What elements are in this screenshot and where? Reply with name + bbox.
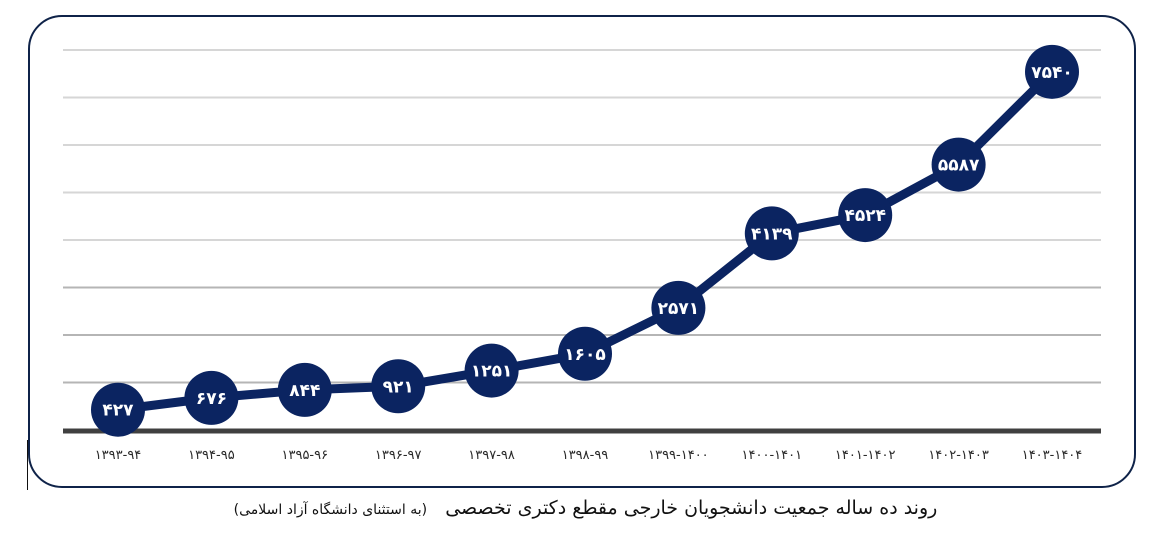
- data-point: ۶۷۶: [184, 370, 239, 425]
- x-axis-tick-label: ۱۳۹۷-۹۸: [468, 448, 515, 463]
- data-value-label: ۶۷۶: [196, 389, 227, 409]
- data-point: ۴۲۷: [91, 382, 145, 437]
- data-value-label: ۲۵۷۱: [658, 299, 700, 319]
- data-value-label: ۴۲۷: [102, 401, 134, 421]
- data-point: ۸۴۴: [277, 362, 332, 417]
- data-value-label: ۷۵۴۰: [1031, 63, 1073, 83]
- x-axis-tick-label: ۱۳۹۸-۹۹: [562, 448, 609, 463]
- data-point: ۵۵۸۷: [931, 137, 986, 192]
- data-value-label: ۱۶۰۵: [564, 345, 606, 365]
- data-value-label: ۸۴۴: [289, 381, 320, 401]
- data-marker: [744, 206, 799, 261]
- data-marker: [371, 359, 426, 414]
- x-axis-tick-label: ۱۴۰۳-۱۴۰۴: [1022, 448, 1083, 463]
- data-marker: [1025, 44, 1079, 99]
- data-point: ۱۶۰۵: [558, 326, 612, 381]
- data-value-label: ۴۵۲۴: [844, 206, 886, 226]
- data-point: ۴۵۲۴: [838, 188, 893, 243]
- data-value-label: ۱۲۵۱: [471, 362, 513, 382]
- x-axis-tick-label: ۱۳۹۶-۹۷: [375, 448, 422, 463]
- x-axis-tick-label: ۱۳۹۹-۱۴۰۰: [648, 448, 709, 463]
- x-axis-tick-label: ۱۴۰۰-۱۴۰۱: [742, 448, 803, 463]
- x-axis-tick-label: ۱۳۹۳-۹۴: [95, 448, 142, 463]
- x-axis-tick-label: ۱۴۰۲-۱۴۰۳: [928, 448, 989, 463]
- data-point: ۴۱۳۹: [744, 206, 799, 261]
- caption-title: روند ده ساله جمعیت دانشجویان خارجی مقطع …: [445, 497, 938, 519]
- data-value-label: ۹۲۱: [383, 377, 414, 397]
- data-marker: [931, 137, 986, 192]
- data-value-label: ۵۵۸۷: [938, 156, 980, 176]
- x-axis-labels: ۱۳۹۳-۹۴ ۱۳۹۴-۹۵ ۱۳۹۵-۹۶ ۱۳۹۶-۹۷ ۱۳۹۷-۹۸ ۱۳۹۸-…: [95, 448, 1083, 463]
- data-point: ۹۲۱: [371, 359, 426, 414]
- x-axis-tick-label: ۱۳۹۵-۹۶: [282, 448, 329, 463]
- data-value-label: ۴۱۳۹: [751, 224, 793, 244]
- x-axis-tick-label: ۱۳۹۴-۹۵: [188, 448, 235, 463]
- data-point: ۷۵۴۰: [1025, 44, 1079, 99]
- data-point: ۲۵۷۱: [651, 280, 706, 335]
- data-marker: [277, 362, 332, 417]
- chart-caption: روند ده ساله جمعیت دانشجویان خارجی مقطع …: [0, 497, 1171, 519]
- data-marker: [558, 326, 612, 381]
- data-marker: [651, 280, 706, 335]
- frame-edge-mark: [27, 440, 28, 490]
- data-point: ۱۲۵۱: [464, 343, 519, 398]
- data-marker: [838, 188, 893, 243]
- data-marker: [91, 382, 145, 437]
- data-markers: ۴۲۷ ۶۷۶ ۸۴۴ ۹۲۱ ۱۲۵۱ ۱۶۰۵ ۲۵۷۱ ۴۱۳۹ ۴۵۲۴ ۵۵۸۷ ۷۵۴۰: [91, 44, 1079, 437]
- x-axis-tick-label: ۱۴۰۱-۱۴۰۲: [835, 448, 896, 463]
- caption-subtitle: (به استثنای دانشگاه آزاد اسلامی): [233, 502, 428, 518]
- data-marker: [464, 343, 519, 398]
- data-marker: [184, 370, 239, 425]
